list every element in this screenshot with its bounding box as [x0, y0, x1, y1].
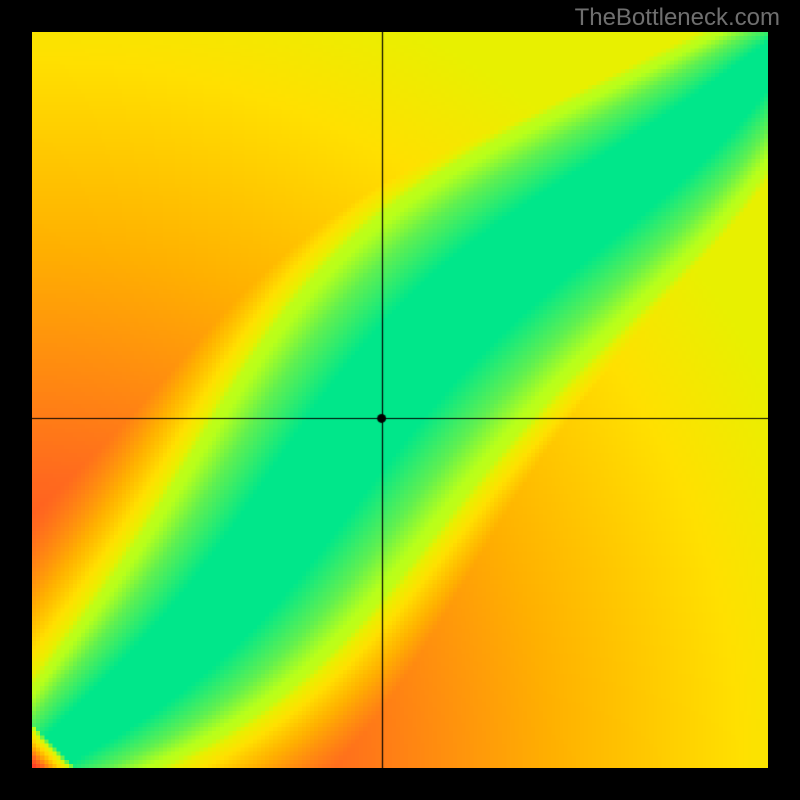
chart-container: TheBottleneck.com	[0, 0, 800, 800]
crosshair-overlay	[32, 32, 768, 768]
watermark-text: TheBottleneck.com	[575, 4, 780, 32]
